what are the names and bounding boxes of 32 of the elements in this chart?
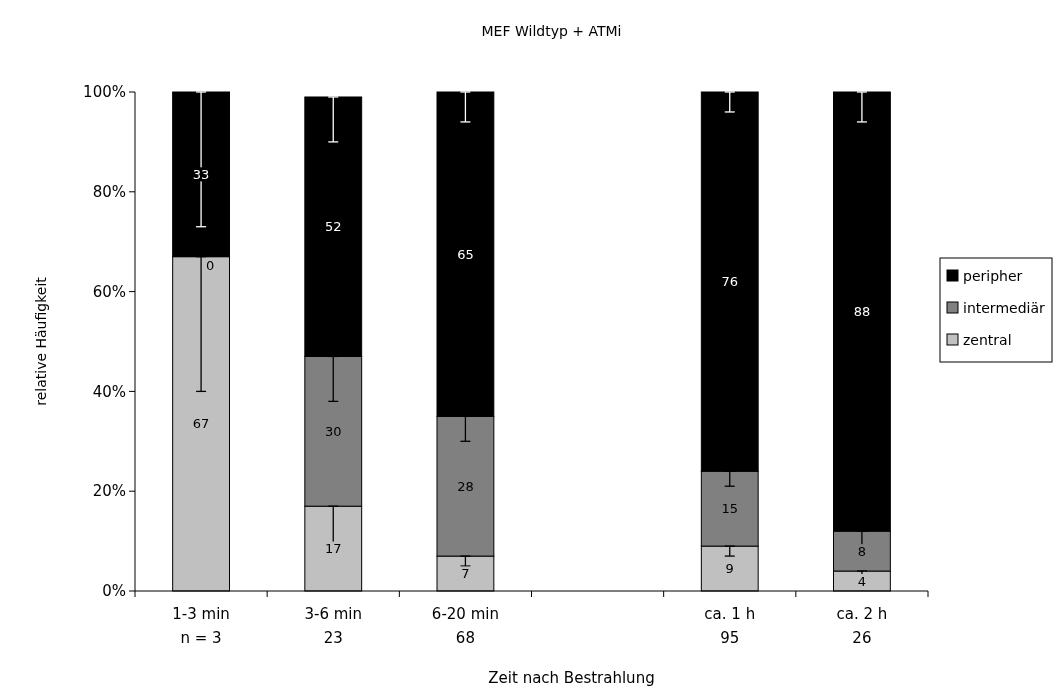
x-tick-label: ca. 1 h 95 <box>704 605 756 647</box>
chart-title: MEF Wildtyp + ATMi <box>481 23 622 39</box>
y-tick-label: 100% <box>83 83 126 102</box>
y-tick-label: 0% <box>102 582 126 601</box>
data-label: 88 <box>853 304 871 320</box>
data-label: 67 <box>192 416 210 432</box>
x-tick-label: ca. 2 h 26 <box>836 605 888 647</box>
data-label: 30 <box>324 423 342 439</box>
x-axis-title: Zeit nach Bestrahlung <box>488 669 655 687</box>
data-label: 65 <box>457 246 474 262</box>
x-tick-label: 1-3 min n = 3 <box>172 605 230 647</box>
x-tick-label: 3-6 min 23 <box>304 605 363 647</box>
data-label: 33 <box>192 166 210 182</box>
data-label: 17 <box>324 541 342 557</box>
y-tick-label: 60% <box>92 282 126 301</box>
y-tick-label: 80% <box>92 183 126 202</box>
data-label: 8 <box>857 543 867 559</box>
data-label: 4 <box>857 573 867 589</box>
data-label: 52 <box>324 219 342 235</box>
x-tick-label: 6-20 min 68 <box>431 605 499 647</box>
data-label: 28 <box>457 478 474 494</box>
data-label: 76 <box>721 274 739 290</box>
y-tick-label: 20% <box>92 482 126 501</box>
y-axis-title: relative Häufigkeit <box>33 276 49 406</box>
data-label: 7 <box>461 566 470 582</box>
data-label: 9 <box>725 561 734 577</box>
y-tick-label: 40% <box>92 382 126 401</box>
legend-label: peripher <box>963 267 1023 284</box>
annotation: 0 <box>205 258 215 274</box>
legend-label: zentral <box>963 331 1012 348</box>
data-label: 15 <box>721 501 739 517</box>
legend-label: intermediär <box>963 299 1045 316</box>
